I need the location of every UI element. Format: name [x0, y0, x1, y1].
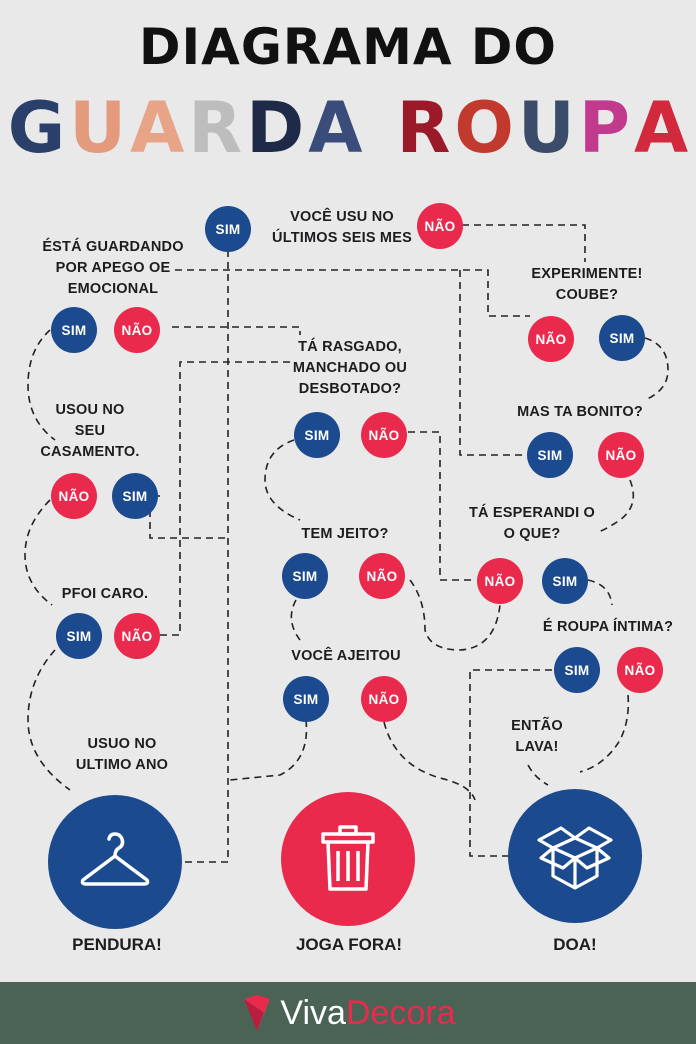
brand-name: VivaDecora: [280, 994, 455, 1033]
outcome-hang-label: PENDURA!: [72, 935, 162, 954]
brand-name-decora: Decora: [345, 993, 456, 1032]
question-last-six-months: VOCÊ USU NO ÚLTIMOS SEIS MES: [272, 209, 412, 247]
note-wash-it: ENTÃO LAVA!: [511, 718, 563, 756]
subtitle-letter: R: [188, 87, 243, 169]
question-wedding: USOU NO SEU CASAMENTO.: [40, 402, 140, 461]
sim-dot-underwear: SIM: [554, 647, 600, 693]
subtitle-letter: U: [69, 87, 127, 169]
question-try-on-fits: EXPERIMENTE! COUBE?: [531, 266, 643, 304]
outcome-hang-circle: [48, 795, 182, 929]
nao-dot-fits: NÃO: [528, 316, 574, 362]
sim-dot-torn: SIM: [294, 412, 340, 458]
question-still-pretty: MAS TA BONITO?: [517, 404, 643, 420]
question-emotional-attachment: ÉSTÁ GUARDANDO POR APEGO OE EMOCIONAL: [42, 239, 184, 298]
sim-dot-fits: SIM: [599, 315, 645, 361]
outcome-donate-label: DOA!: [553, 935, 597, 954]
vivadecora-logo: [244, 995, 271, 1031]
footer-bar: VivaDecora: [0, 982, 696, 1044]
nao-dot-fixed-it: NÃO: [361, 676, 407, 722]
question-torn-stained: TÁ RASGADO, MANCHADO OU DESBOTADO?: [292, 339, 408, 398]
nao-dot-underwear: NÃO: [617, 647, 663, 693]
nao-dot-fixable: NÃO: [359, 553, 405, 599]
subtitle-letter: O: [454, 87, 514, 169]
question-last-year: USUO NO ULTIMO ANO: [75, 736, 169, 774]
nao-dot-torn: NÃO: [361, 412, 407, 458]
subtitle-space: [366, 93, 392, 163]
subtitle-letter: A: [634, 87, 689, 169]
trash-icon: [321, 825, 375, 891]
outcome-trash-label: JOGA FORA!: [295, 935, 403, 954]
subtitle-letter: A: [308, 87, 363, 169]
subtitle-letter: G: [7, 87, 66, 169]
question-waiting-for: TÁ ESPERANDI O O QUE?: [468, 505, 596, 543]
nao-dot-last-six-months: NÃO: [417, 203, 463, 249]
sim-dot-fixable: SIM: [282, 553, 328, 599]
question-fixed-it: VOCÊ AJEITOU: [291, 648, 401, 664]
question-expensive: PFOI CARO.: [61, 586, 149, 602]
subtitle-letter: P: [578, 87, 631, 169]
sim-dot-pretty: SIM: [527, 432, 573, 478]
subtitle-letter: U: [517, 87, 575, 169]
sim-dot-expensive: SIM: [56, 613, 102, 659]
question-underwear: É ROUPA ÍNTIMA?: [542, 619, 674, 635]
nao-dot-emotional: NÃO: [114, 307, 160, 353]
sim-dot-waiting: SIM: [542, 558, 588, 604]
sim-dot-emotional: SIM: [51, 307, 97, 353]
hanger-icon: [80, 832, 150, 886]
sim-dot-fixed-it: SIM: [283, 676, 329, 722]
box-icon: [537, 826, 613, 890]
sim-dot-wedding: SIM: [112, 473, 158, 519]
nao-dot-pretty: NÃO: [598, 432, 644, 478]
subtitle-letter: A: [130, 87, 185, 169]
nao-dot-expensive: NÃO: [114, 613, 160, 659]
subtitle-letter: D: [246, 87, 305, 169]
brand-name-viva: Viva: [280, 993, 346, 1032]
outcome-donate-circle: [508, 789, 642, 923]
outcome-trash-circle: [281, 792, 415, 926]
page-title: DIAGRAMA DO: [139, 18, 557, 76]
sim-dot-last-six-months: SIM: [205, 206, 251, 252]
nao-dot-waiting: NÃO: [477, 558, 523, 604]
subtitle-letter: R: [396, 87, 451, 169]
nao-dot-wedding: NÃO: [51, 473, 97, 519]
question-fixable: TEM JEITO?: [301, 526, 389, 542]
